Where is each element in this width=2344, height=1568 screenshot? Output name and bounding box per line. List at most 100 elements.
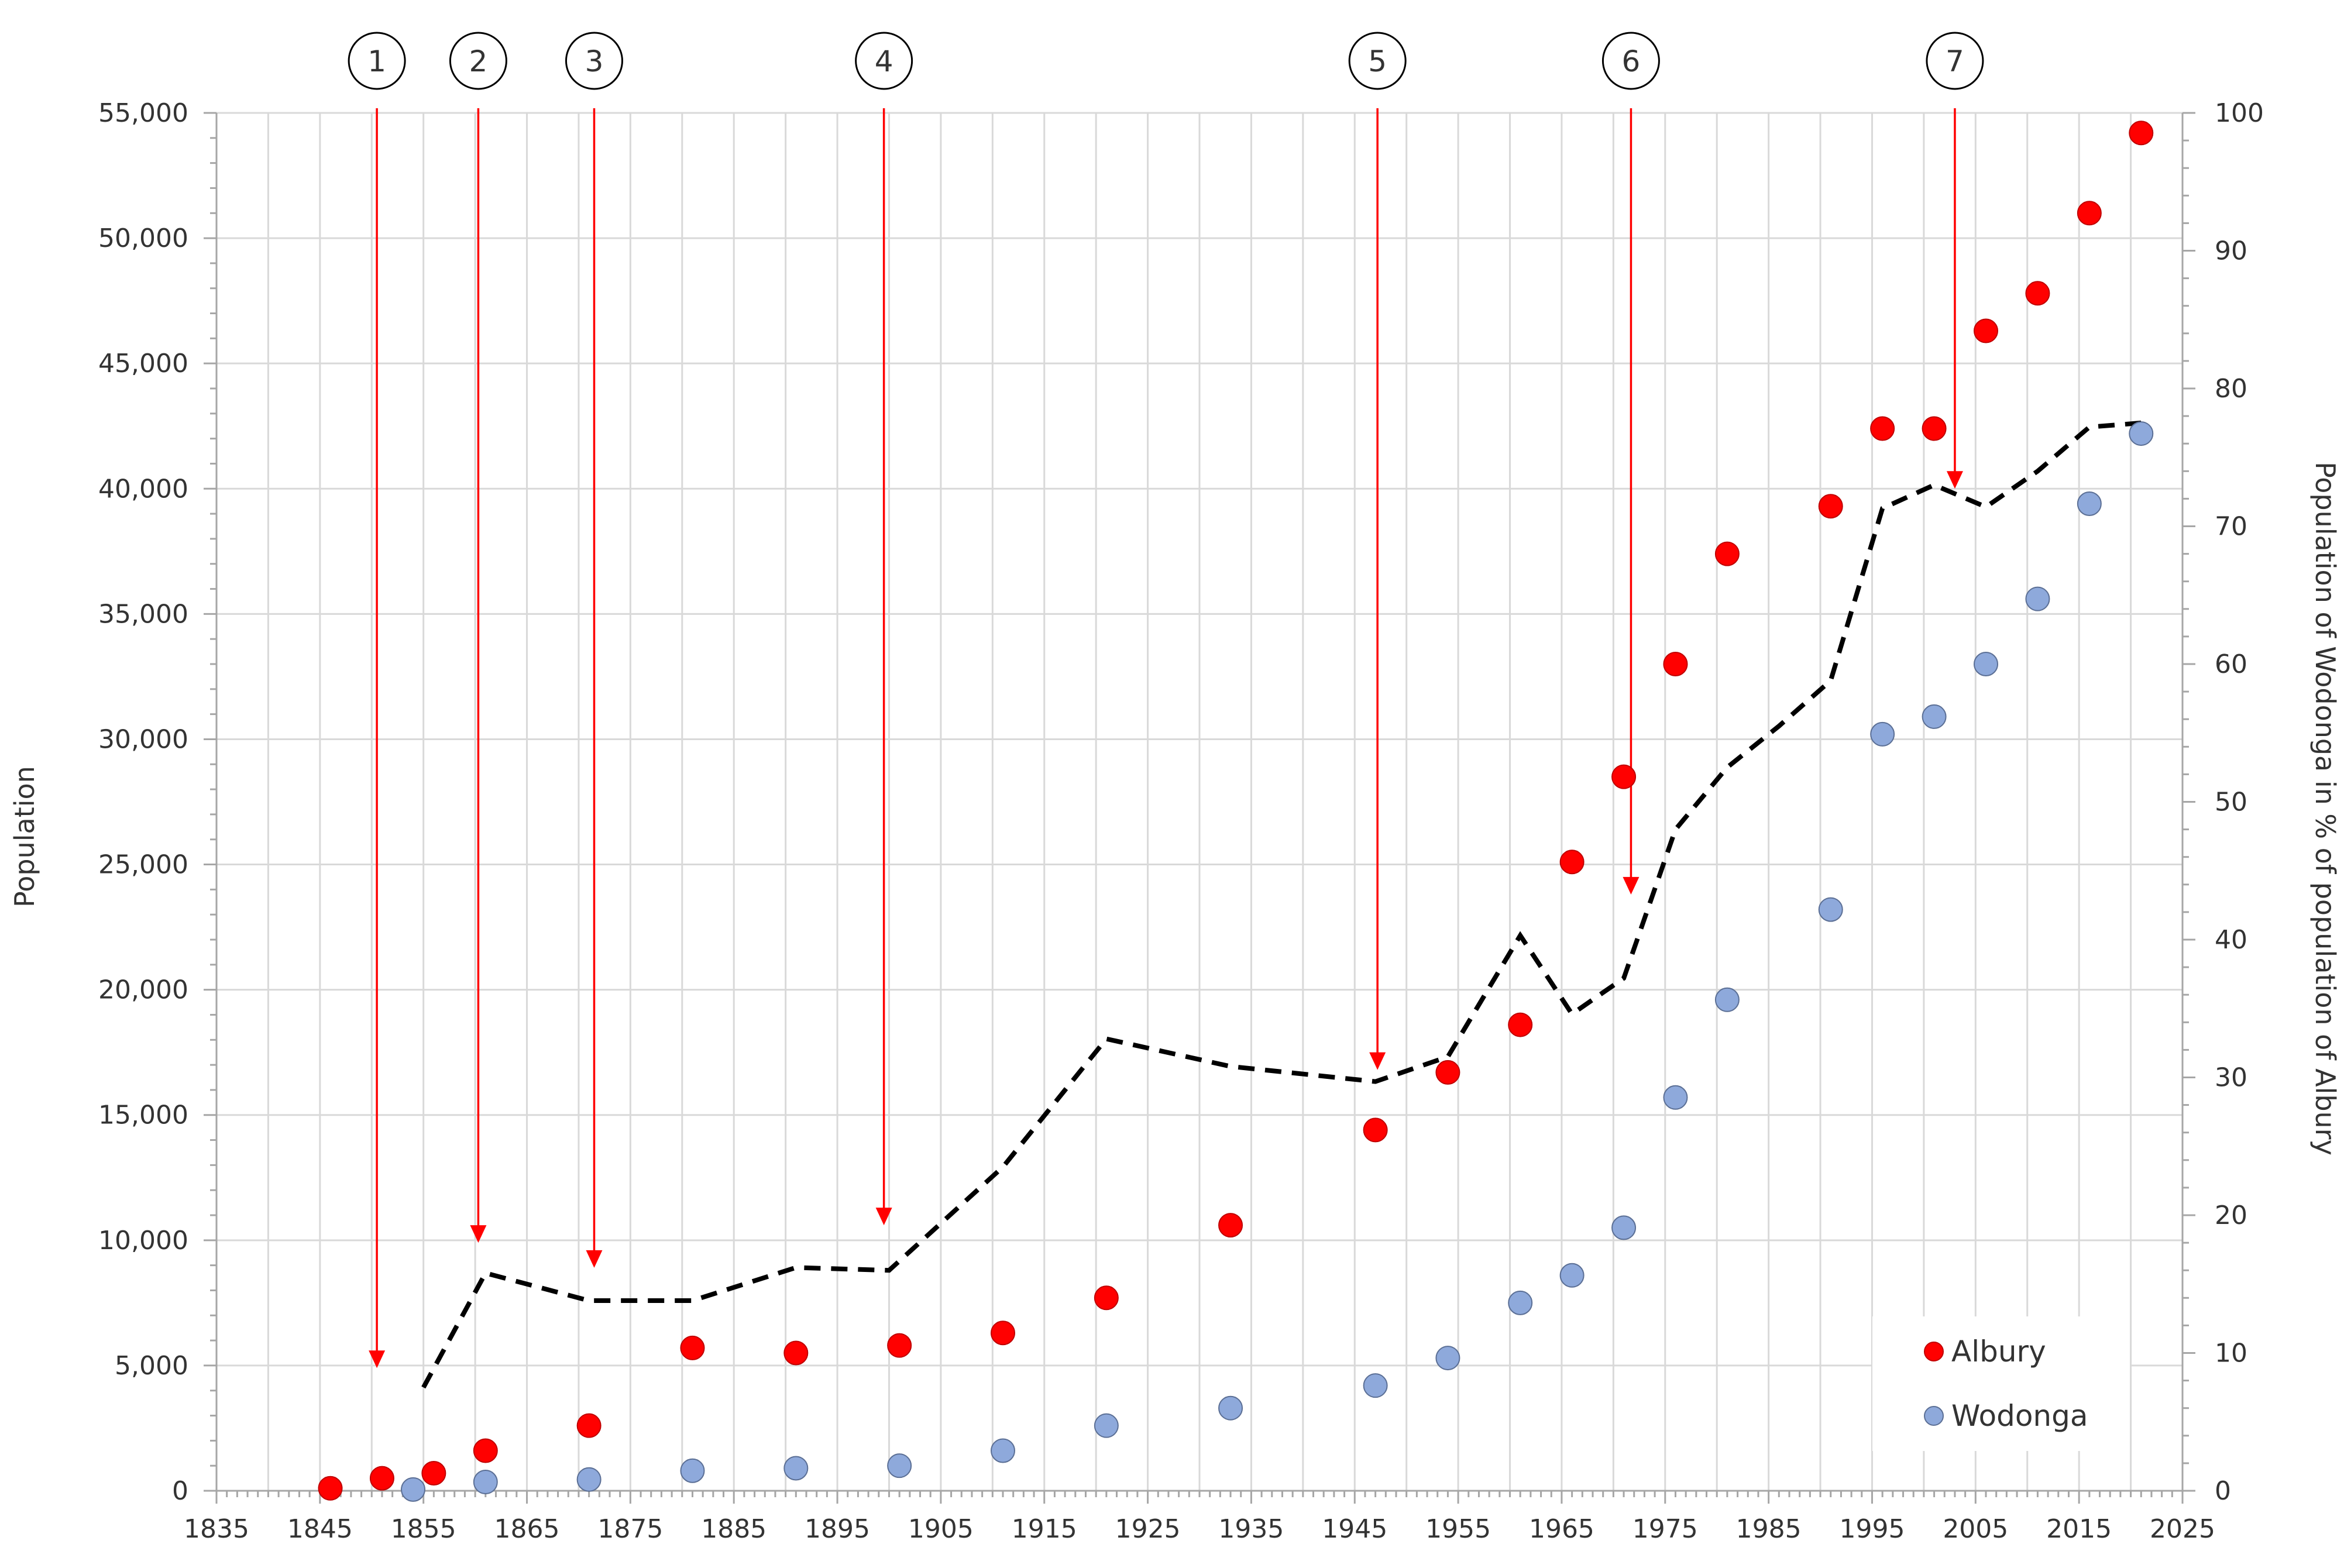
legend-marker-wodonga [1924, 1406, 1944, 1426]
y-tick-label: 35,000 [98, 599, 188, 629]
wodonga-point [991, 1438, 1015, 1463]
albury-point [1714, 541, 1740, 566]
y2-axis-title: Population of Wodonga in % of population… [2309, 462, 2341, 1156]
wodonga-point [1870, 721, 1895, 747]
wodonga-point [1663, 1085, 1688, 1110]
x-tick-label: 1885 [701, 1514, 767, 1544]
annotation-label: 3 [585, 44, 604, 78]
annotation-circle [1601, 32, 1660, 90]
ratio-line [421, 420, 2142, 1389]
y-tick-label: 15,000 [98, 1101, 188, 1130]
x-tick-label: 1995 [1839, 1514, 1905, 1544]
wodonga-point [887, 1453, 912, 1478]
albury-point [421, 1461, 446, 1486]
y2-tick-label: 20 [2215, 1201, 2247, 1230]
albury-point [318, 1476, 343, 1501]
annotation-arrow-head [1623, 876, 1640, 895]
wodonga-point [576, 1467, 602, 1492]
wodonga-point [1922, 704, 1947, 729]
annotation-circle [855, 32, 913, 90]
y-tick-label: 40,000 [98, 474, 188, 504]
wodonga-point [1611, 1215, 1637, 1240]
x-tick-label: 1895 [805, 1514, 870, 1544]
annotation-label: 5 [1368, 44, 1387, 78]
x-tick-label: 1845 [287, 1514, 353, 1544]
albury-point [2077, 201, 2102, 226]
y2-tick-label: 60 [2215, 649, 2247, 679]
albury-point [1363, 1117, 1388, 1143]
x-tick-label: 1945 [1322, 1514, 1387, 1544]
y2-tick-label: 70 [2215, 512, 2247, 542]
albury-point [1435, 1060, 1460, 1085]
x-tick-label: 1835 [184, 1514, 249, 1544]
albury-point [1559, 850, 1585, 875]
y-tick-label: 10,000 [98, 1226, 188, 1256]
y-axis-title: Population [9, 766, 40, 907]
x-tick-label: 2005 [1943, 1514, 2008, 1544]
annotation-arrow-head [875, 1208, 892, 1226]
albury-point [1922, 416, 1947, 441]
x-tick-label: 1955 [1425, 1514, 1491, 1544]
wodonga-point [401, 1477, 425, 1502]
y2-tick-label: 90 [2215, 236, 2247, 266]
albury-point [576, 1413, 602, 1438]
wodonga-point [1714, 987, 1740, 1012]
points-layer [318, 121, 2154, 1502]
y2-tick-label: 0 [2215, 1476, 2231, 1506]
y-tick-label: 50,000 [98, 223, 188, 253]
x-tick-label: 2015 [2046, 1514, 2112, 1544]
x-tick-label: 1875 [597, 1514, 663, 1544]
x-tick-label: 1965 [1529, 1514, 1594, 1544]
annotation-label: 1 [367, 44, 386, 78]
albury-point [2129, 121, 2154, 146]
wodonga-point [2129, 421, 2154, 446]
y-tick-label: 5,000 [115, 1351, 188, 1381]
legend-marker-albury [1924, 1342, 1944, 1361]
y-tick-label: 0 [172, 1476, 188, 1506]
annotation-circle [348, 32, 406, 90]
wodonga-point [1974, 652, 1998, 676]
y-tick-label: 55,000 [98, 98, 188, 128]
wodonga-point [680, 1458, 705, 1483]
x-tick-label: 1865 [494, 1514, 560, 1544]
annotation-arrow-head [1946, 471, 1963, 489]
annotation-circle [1348, 32, 1407, 90]
albury-point [1218, 1213, 1243, 1238]
albury-point [1974, 318, 1998, 343]
wodonga-point [1508, 1290, 1533, 1315]
albury-point [1663, 652, 1688, 676]
y-tick-label: 45,000 [98, 349, 188, 379]
albury-point [991, 1321, 1015, 1346]
albury-point [887, 1333, 912, 1358]
x-tick-label: 1975 [1632, 1514, 1698, 1544]
x-tick-label: 1915 [1012, 1514, 1077, 1544]
x-tick-label: 1925 [1115, 1514, 1181, 1544]
wodonga-point [2025, 586, 2050, 611]
y2-tick-label: 40 [2215, 925, 2247, 955]
grid-lines [216, 112, 2183, 1491]
annotation-arrow-head [1369, 1052, 1386, 1070]
annotation-circle [449, 32, 507, 90]
albury-point [1870, 416, 1895, 441]
albury-point [680, 1335, 705, 1360]
wodonga-point [783, 1456, 809, 1481]
x-tick-label: 2025 [2150, 1514, 2215, 1544]
annotation-circle [565, 32, 623, 90]
albury-point [473, 1438, 498, 1463]
y2-tick-label: 30 [2215, 1063, 2247, 1093]
wodonga-point [1818, 897, 1843, 922]
albury-point [369, 1466, 394, 1491]
wodonga-point [2077, 491, 2102, 516]
annotation-arrow-head [369, 1350, 386, 1368]
y2-tick-label: 80 [2215, 374, 2247, 404]
y-tick-label: 25,000 [98, 850, 188, 880]
wodonga-point [1559, 1263, 1585, 1288]
x-tick-label: 1855 [391, 1514, 456, 1544]
annotations: 1 2 3 4 5 6 7 [348, 32, 1984, 1368]
albury-point [1818, 494, 1843, 519]
legend-label-albury: Albury [1951, 1335, 2046, 1368]
annotation-label: 6 [1622, 44, 1641, 78]
legend: Albury Wodonga [1872, 1316, 2130, 1451]
